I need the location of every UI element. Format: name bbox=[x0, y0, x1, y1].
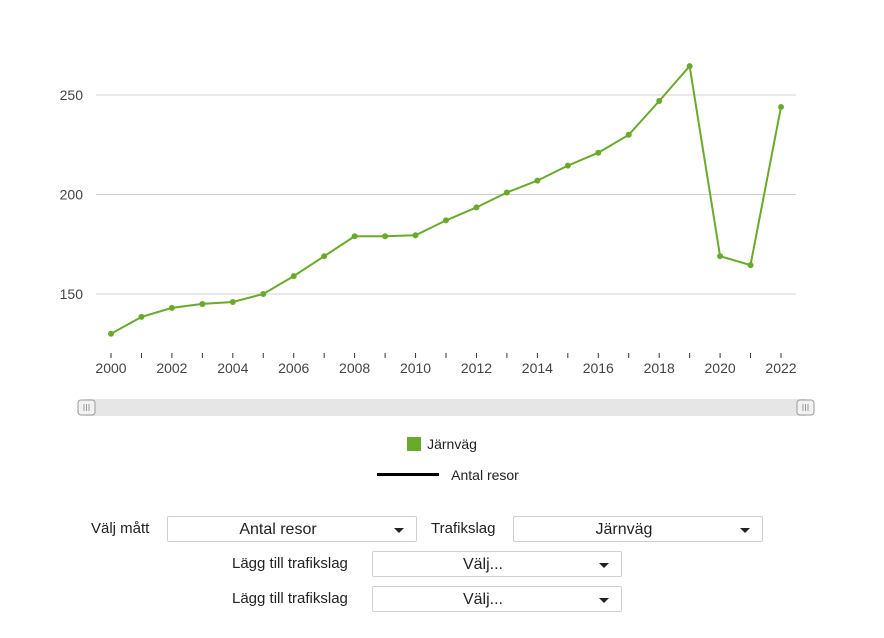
x-tick-label-2002: 2002 bbox=[156, 360, 187, 376]
chevron-down-icon bbox=[394, 528, 404, 533]
y-axis-ticks: 150 200 250 bbox=[60, 87, 84, 302]
x-tick-label-2012: 2012 bbox=[461, 360, 492, 376]
add-mode-select-2[interactable]: Välj... bbox=[372, 586, 622, 612]
data-point-2018[interactable] bbox=[656, 97, 663, 104]
data-point-2022[interactable] bbox=[778, 103, 784, 110]
x-tick-label-2004: 2004 bbox=[217, 360, 248, 376]
measure-select[interactable]: Antal resor bbox=[167, 516, 417, 542]
add-mode-select-1-value: Välj... bbox=[462, 556, 503, 573]
data-point-2005[interactable] bbox=[260, 291, 267, 297]
x-tick-label-2016: 2016 bbox=[583, 360, 614, 376]
data-point-2013[interactable] bbox=[503, 189, 510, 196]
data-point-2014[interactable] bbox=[534, 177, 541, 184]
x-tick-label-2022: 2022 bbox=[765, 360, 796, 376]
legend-swatch bbox=[407, 437, 422, 451]
add-mode-select-1[interactable]: Välj... bbox=[372, 551, 622, 577]
data-point-2012[interactable] bbox=[473, 204, 480, 211]
data-point-2000[interactable] bbox=[108, 330, 114, 337]
x-tick-label-2008: 2008 bbox=[339, 360, 370, 376]
x-axis-ticks: 2000 2002 2004 2006 2008 2010 2012 2014 2016 2018… bbox=[95, 353, 797, 376]
data-point-2020[interactable] bbox=[717, 253, 724, 260]
chevron-down-icon bbox=[740, 528, 750, 533]
y-tick-label-250: 250 bbox=[60, 87, 84, 103]
data-point-2008[interactable] bbox=[351, 233, 358, 240]
navigator-track[interactable] bbox=[86, 399, 806, 416]
measure-select-value: Antal resor bbox=[239, 521, 317, 538]
data-point-2010[interactable] bbox=[412, 232, 419, 239]
legend-series[interactable]: Järnväg bbox=[0, 436, 884, 454]
gridlines bbox=[96, 94, 796, 295]
x-tick-label-2006: 2006 bbox=[278, 360, 309, 376]
measure-label: Välj mått bbox=[91, 520, 150, 537]
legend-line-swatch bbox=[377, 473, 440, 476]
add-mode-select-2-value: Välj... bbox=[462, 591, 503, 608]
data-point-2006[interactable] bbox=[290, 273, 297, 280]
data-point-2015[interactable] bbox=[564, 162, 571, 169]
x-tick-label-2020: 2020 bbox=[705, 360, 736, 376]
data-point-2019[interactable] bbox=[686, 63, 693, 70]
y-tick-label-150: 150 bbox=[60, 286, 84, 302]
data-point-2007[interactable] bbox=[321, 253, 328, 260]
data-point-2001[interactable] bbox=[138, 313, 145, 320]
mode-select[interactable]: Järnväg bbox=[513, 516, 763, 542]
data-point-2004[interactable] bbox=[229, 298, 236, 305]
legend-item-jarnvag[interactable]: Järnväg bbox=[407, 436, 477, 452]
data-point-2002[interactable] bbox=[168, 304, 175, 311]
x-tick-label-2010: 2010 bbox=[400, 360, 431, 376]
add-mode-label-1: Lägg till trafikslag bbox=[232, 555, 348, 572]
chevron-down-icon bbox=[599, 563, 609, 568]
x-tick-label-2000: 2000 bbox=[95, 360, 126, 376]
legend-label-measure: Antal resor bbox=[451, 466, 519, 483]
range-navigator[interactable] bbox=[77, 399, 815, 416]
x-tick-label-2018: 2018 bbox=[644, 360, 675, 376]
navigator-right-handle[interactable] bbox=[796, 399, 815, 416]
data-point-2009[interactable] bbox=[382, 233, 389, 240]
y-tick-label-200: 200 bbox=[60, 187, 84, 203]
data-point-2016[interactable] bbox=[595, 149, 602, 156]
legend-label-jarnvag: Järnväg bbox=[427, 436, 477, 452]
navigator-left-handle[interactable] bbox=[77, 399, 96, 416]
mode-select-value: Järnväg bbox=[595, 521, 653, 538]
legend-measure: Antal resor bbox=[0, 463, 884, 483]
legend-item-measure: Antal resor bbox=[377, 467, 519, 483]
chevron-down-icon bbox=[599, 598, 609, 603]
add-mode-label-2: Lägg till trafikslag bbox=[232, 590, 348, 607]
mode-label: Trafikslag bbox=[431, 520, 496, 537]
data-point-2011[interactable] bbox=[443, 217, 449, 224]
data-point-2021[interactable] bbox=[747, 262, 754, 269]
data-point-2017[interactable] bbox=[625, 131, 632, 138]
series-points bbox=[108, 63, 784, 337]
x-tick-label-2014: 2014 bbox=[522, 360, 553, 376]
data-point-2003[interactable] bbox=[199, 300, 206, 307]
